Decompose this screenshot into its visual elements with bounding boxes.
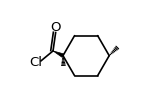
Text: O: O — [50, 21, 61, 34]
Text: Cl: Cl — [29, 56, 42, 69]
Polygon shape — [53, 51, 64, 57]
